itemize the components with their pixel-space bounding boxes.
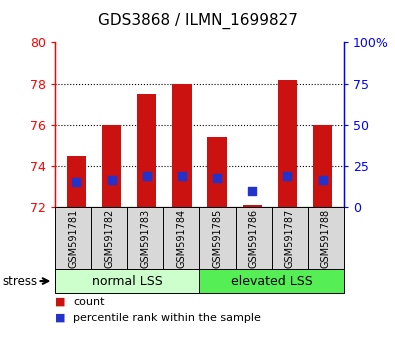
Point <box>214 176 220 181</box>
Text: GSM591787: GSM591787 <box>284 209 295 268</box>
Text: GSM591788: GSM591788 <box>321 209 331 268</box>
Point <box>249 188 256 193</box>
Text: GSM591784: GSM591784 <box>177 209 186 268</box>
Point <box>143 173 150 179</box>
Bar <box>102 125 121 207</box>
Bar <box>137 94 156 207</box>
Text: ■: ■ <box>55 313 66 323</box>
Text: normal LSS: normal LSS <box>92 275 163 287</box>
Point <box>179 173 185 179</box>
Bar <box>243 205 262 207</box>
Text: elevated LSS: elevated LSS <box>231 275 312 287</box>
Text: GSM591783: GSM591783 <box>140 209 150 268</box>
Text: stress: stress <box>2 275 37 287</box>
Bar <box>313 125 332 207</box>
Bar <box>67 156 86 207</box>
Text: GSM591781: GSM591781 <box>68 209 78 268</box>
Text: count: count <box>73 297 105 307</box>
Point <box>320 177 326 183</box>
Text: GSM591786: GSM591786 <box>248 209 259 268</box>
Text: ■: ■ <box>55 297 66 307</box>
Point <box>108 177 115 183</box>
Bar <box>278 80 297 207</box>
Text: GSM591782: GSM591782 <box>104 209 115 268</box>
Text: GDS3868 / ILMN_1699827: GDS3868 / ILMN_1699827 <box>98 12 297 29</box>
Point <box>284 173 291 179</box>
Text: percentile rank within the sample: percentile rank within the sample <box>73 313 261 323</box>
Point <box>73 179 79 185</box>
Bar <box>172 84 192 207</box>
Text: GSM591785: GSM591785 <box>213 209 222 268</box>
Bar <box>207 137 227 207</box>
